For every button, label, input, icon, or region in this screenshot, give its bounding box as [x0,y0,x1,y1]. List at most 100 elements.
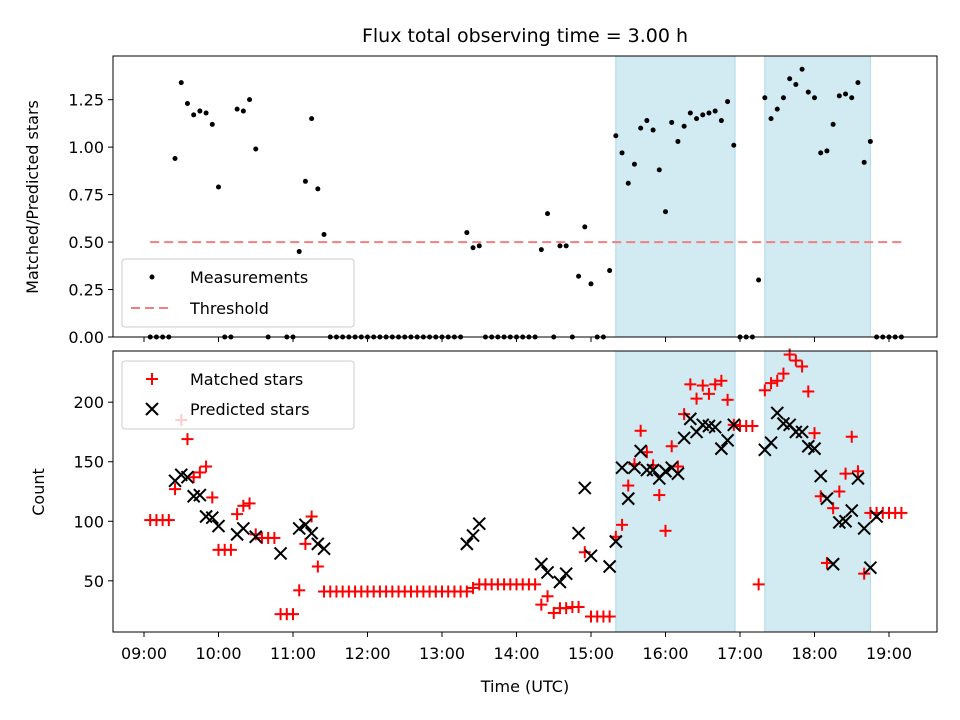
predicted-star-point [466,528,480,543]
matched-star-point [572,600,585,613]
measurement-point [197,108,203,114]
measurement-point [172,156,178,162]
x-tick-label: 15:00 [568,644,614,663]
predicted-star-point [770,406,784,420]
measurement-point [731,142,737,148]
matched-star-point [665,440,678,453]
measurement-point [780,95,786,101]
x-tick-label: 16:00 [642,644,688,663]
measurement-point [538,247,544,253]
legend-matched-marker [146,373,158,385]
matched-star-point [460,585,473,598]
measurement-point [861,159,867,165]
matched-star-point [162,514,175,527]
predicted-star-point [826,557,840,571]
measurement-point [209,121,215,127]
matched-star-point [287,608,299,621]
measurement-point [644,118,650,124]
x-tick-label: 09:00 [121,644,167,663]
predicted-star-point [814,469,828,483]
predicted-star-point [584,549,598,563]
predicted-star-point [764,435,778,450]
x-tick-label: 17:00 [717,644,763,663]
matched-star-point [808,427,821,440]
top-y-axis: 0.00 0.25 0.50 0.75 1.00 1.25 [68,91,113,347]
measurement-point [619,150,625,156]
top-panel-frame [112,55,938,338]
matched-star-point [845,430,858,443]
measurement-point [203,110,209,116]
measurement-point [476,243,482,249]
matched-star-point [231,508,244,521]
measurement-point [321,231,327,237]
predicted-star-point [646,463,660,477]
top-legend: Measurements Threshold [121,258,355,328]
shaded-interval [764,56,871,337]
measurement-point [669,119,675,125]
measurement-point [184,100,190,106]
predicted-star-point [193,488,207,502]
measurement-point [824,148,830,154]
matched-star-point [721,393,734,406]
matched-star-point [851,465,864,478]
predicted-star-point [658,464,673,478]
matched-star-point [895,506,908,519]
predicted-star-point [677,431,691,445]
predicted-star-point [298,518,313,532]
matched-star-point [684,378,697,391]
predicted-star-point [273,546,288,561]
measurement-point [849,95,855,101]
predicted-star-point [534,557,549,571]
legend-matched-label: Matched stars [190,370,303,389]
matched-star-point [187,471,200,484]
matched-star-point [535,598,548,611]
measurement-point [675,138,681,144]
bottom-legend: Matched stars Predicted stars [121,360,355,430]
predicted-star-point [795,425,809,439]
bottom-panel-frame [112,350,938,633]
measurement-point [718,118,724,124]
matched-stars-points [144,348,908,623]
predicted-star-point [869,509,884,524]
matched-star-point [560,602,573,615]
predicted-star-point [720,433,735,448]
measurement-point [843,91,849,97]
shaded-interval [615,56,736,337]
measurement-point [663,209,668,215]
x-tick-label: 11:00 [270,644,316,663]
x-tick-label: 14:00 [493,644,539,663]
matched-star-point [690,392,703,405]
predicted-star-point [807,441,822,456]
matched-star-point [616,518,629,531]
x-tick-label: 19:00 [866,644,912,663]
measurement-point [725,99,731,105]
matched-star-point [777,367,790,380]
matched-star-point [771,374,784,387]
measurement-point [774,106,780,112]
measurement-point [613,133,619,139]
measurement-point [706,110,712,116]
matched-star-point [653,489,666,502]
matched-star-point [702,387,715,400]
predicted-star-point [609,534,623,549]
predicted-star-point [304,526,319,540]
predicted-star-point [211,519,226,533]
measurement-point [247,97,253,103]
matched-star-point [467,581,480,594]
matched-star-point [193,466,206,479]
matched-star-point [243,497,256,510]
matched-star-point [206,491,219,504]
legend-threshold-label: Threshold [189,299,269,318]
matched-star-point [796,360,809,373]
matched-star-point [752,578,765,591]
predicted-star-point [317,541,331,556]
measurement-point [607,268,613,274]
matched-star-point [802,385,815,398]
measurement-point [762,95,768,101]
predicted-star-point [857,521,871,536]
measurement-point [694,116,700,122]
matched-star-point [709,378,722,391]
bottom-shaded-intervals [615,351,871,632]
matched-star-point [529,578,542,591]
